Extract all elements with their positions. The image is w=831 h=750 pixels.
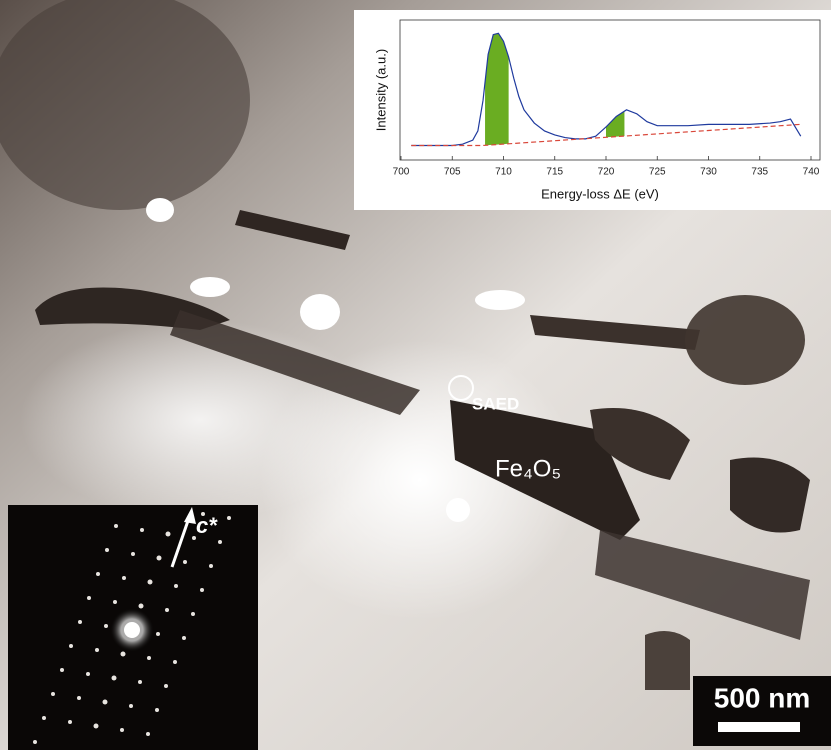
spot [69,644,73,648]
spot [112,676,117,681]
spot [147,656,151,660]
saed-label: SAED [472,394,519,413]
spot [86,672,90,676]
spot [139,604,144,609]
spot [166,532,171,537]
spot [94,724,99,729]
spot [131,552,135,556]
spot [138,680,142,684]
scale-bar: 500 nm [693,676,831,746]
inset-panel [354,10,831,210]
spot [218,540,222,544]
x-tick-label: 735 [751,167,768,178]
diffraction-inset: c* [8,505,258,750]
scale-bar-label: 500 nm [714,682,811,713]
spot [68,720,72,724]
x-tick-label: 705 [444,167,461,178]
spot [129,704,133,708]
spot [120,728,124,732]
x-tick-label: 700 [393,167,410,178]
phase-label: Fe₄O₅ [495,455,561,482]
spot [156,632,160,636]
spot [78,620,82,624]
direction-label: c* [196,513,218,538]
x-tick-label: 720 [598,167,615,178]
spot [148,580,153,585]
spot [121,652,126,657]
spot [200,588,204,592]
spot [33,740,37,744]
spot [77,696,81,700]
x-tick-label: 740 [803,167,820,178]
x-tick-label: 730 [700,167,717,178]
spot [105,548,109,552]
x-tick-label: 715 [546,167,563,178]
spot [174,584,178,588]
spot [104,624,108,628]
spot [173,660,177,664]
scale-bar-line [718,722,800,732]
spot [191,612,195,616]
spot [42,716,46,720]
spot [164,684,168,688]
spot [95,648,99,652]
spot [87,596,91,600]
spot [155,708,159,712]
spot [113,600,117,604]
spot [60,668,64,672]
spot [114,524,118,528]
spot [122,576,126,580]
spot [182,636,186,640]
spot [157,556,162,561]
spot [183,560,187,564]
spot [103,700,108,705]
figure: 700 705 710 715 720 725 730 735 740 Energy-loss … [0,0,831,750]
y-axis-label: Intensity (a.u.) [373,49,388,131]
eels-inset: 700 705 710 715 720 725 730 735 740 Energy-loss … [354,10,831,210]
x-tick-label: 725 [649,167,666,178]
spot [227,516,231,520]
spot [209,564,213,568]
x-tick-label: 710 [495,167,512,178]
spot [146,732,150,736]
spot [140,528,144,532]
x-axis-label: Energy-loss ΔE (eV) [541,186,659,201]
spot [51,692,55,696]
spot [165,608,169,612]
spot [96,572,100,576]
